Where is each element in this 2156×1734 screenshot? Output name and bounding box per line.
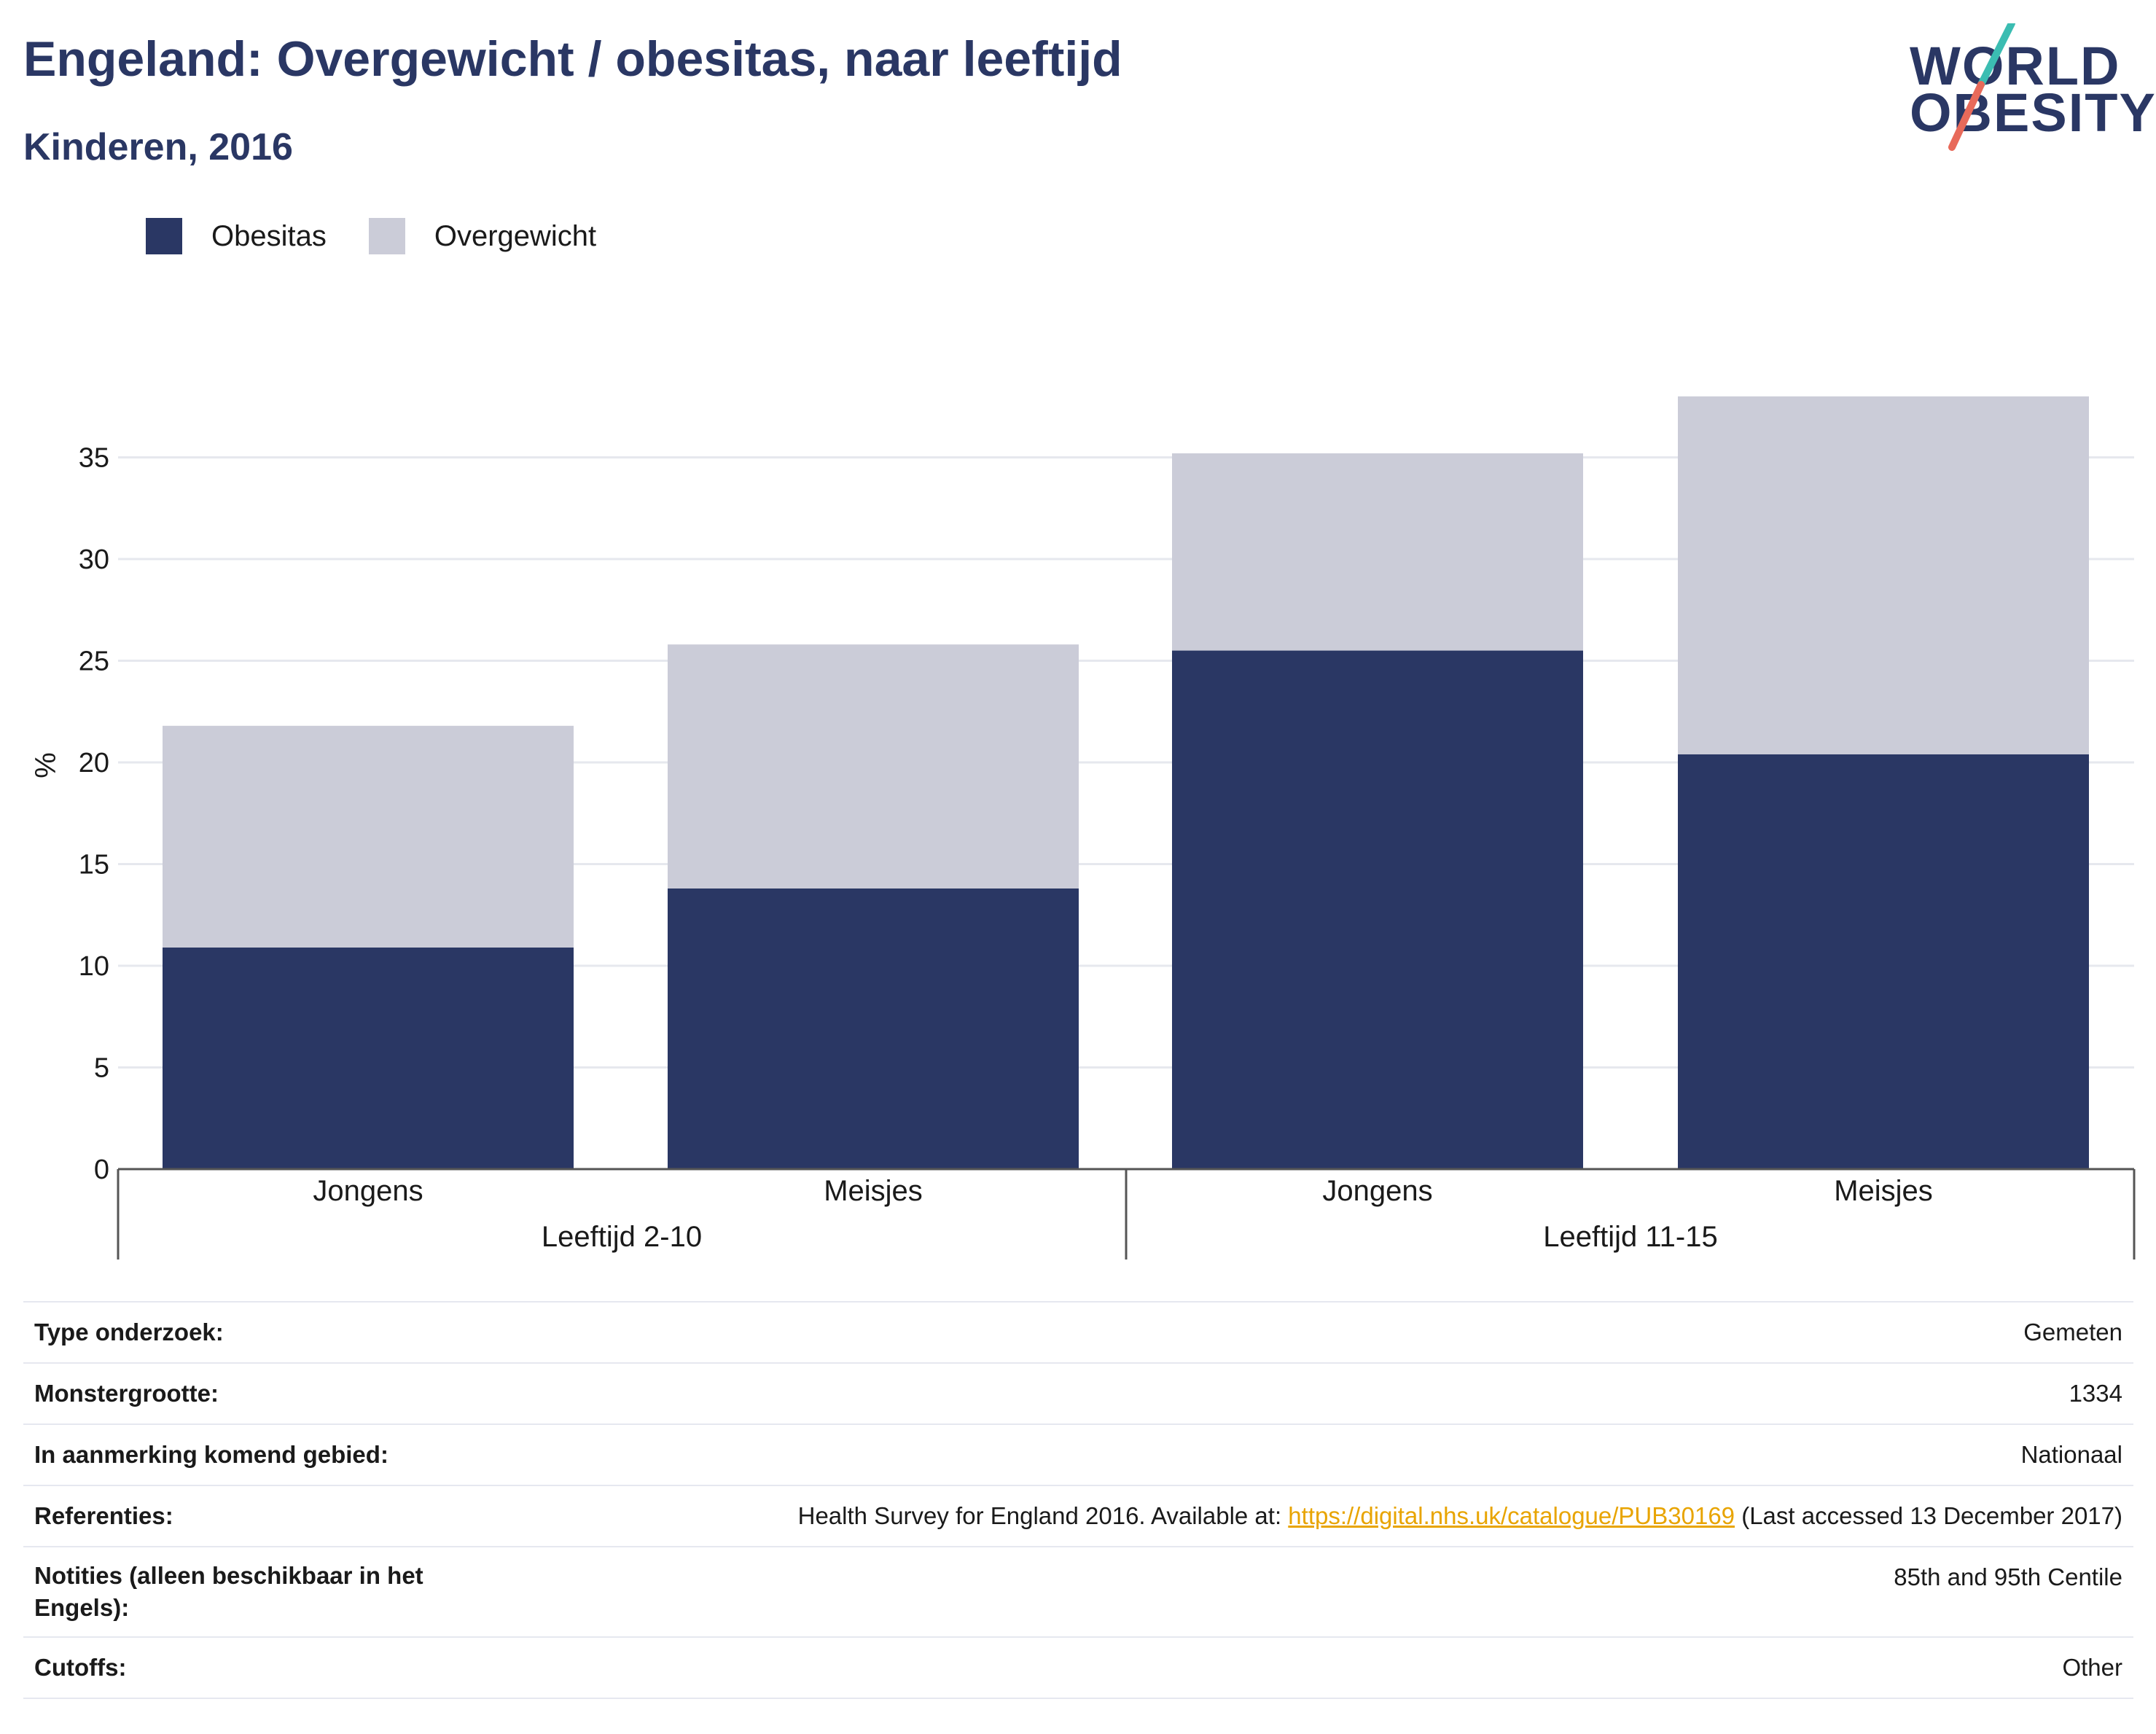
bar-overgewicht <box>668 644 1079 889</box>
x-group-label: Leeftijd 11-15 <box>1543 1221 1717 1253</box>
meta-key: Monstergrootte: <box>23 1362 512 1425</box>
x-category-label: Meisjes <box>824 1175 923 1207</box>
chart-legend: Obesitas Overgewicht <box>146 217 638 255</box>
logo-slash-icon <box>1948 23 2015 151</box>
meta-row-type: Type onderzoek: Gemeten <box>23 1301 2133 1364</box>
y-tick-label: 30 <box>79 544 109 575</box>
y-tick-label: 15 <box>79 850 109 880</box>
legend-swatch-overgewicht <box>368 218 405 254</box>
x-category-label: Jongens <box>313 1175 423 1207</box>
y-tick-label: 35 <box>79 443 109 474</box>
metadata-table: Type onderzoek: Gemeten Monstergrootte: … <box>23 1301 2133 1699</box>
legend-item-obesitas[interactable]: Obesitas <box>146 218 327 254</box>
x-category-label: Jongens <box>1322 1175 1432 1207</box>
meta-value: Health Survey for England 2016. Availabl… <box>512 1485 2133 1547</box>
bar-overgewicht <box>1172 453 1583 651</box>
meta-value: Nationaal <box>512 1423 2133 1486</box>
chart-subtitle: Kinderen, 2016 <box>23 126 293 168</box>
logo-word-bottom: OBESITY <box>1910 82 2156 143</box>
bar-obesitas <box>1172 650 1583 1169</box>
reference-link[interactable]: https://digital.nhs.uk/catalogue/PUB3016… <box>1288 1502 1735 1529</box>
meta-row-cutoffs: Cutoffs: Other <box>23 1636 2133 1699</box>
y-axis-label: % <box>30 752 62 778</box>
y-tick-label: 5 <box>94 1053 109 1084</box>
bar-obesitas <box>163 947 574 1169</box>
legend-label-overgewicht: Overgewicht <box>434 219 597 252</box>
meta-row-area: In aanmerking komend gebied: Nationaal <box>23 1423 2133 1486</box>
meta-row-notes: Notities (alleen beschikbaar in het Enge… <box>23 1546 2133 1638</box>
chart-title: Engeland: Overgewicht / obesitas, naar l… <box>23 31 1122 87</box>
meta-key: Type onderzoek: <box>23 1301 512 1364</box>
bar-obesitas <box>668 888 1079 1169</box>
legend-swatch-obesitas <box>146 218 182 254</box>
legend-label-obesitas: Obesitas <box>211 219 327 252</box>
x-category-label: Meisjes <box>1834 1175 1933 1207</box>
meta-key: Referenties: <box>23 1485 512 1547</box>
reference-text: Health Survey for England 2016. Availabl… <box>797 1502 1289 1529</box>
meta-key: Notities (alleen beschikbaar in het Enge… <box>23 1546 512 1638</box>
logo-word-top: WORLD <box>1910 36 2121 96</box>
stacked-bar-chart: 0 5 10 15 20 25 30 35% Jongens Meisjes Jongens Meis… <box>30 396 2136 1260</box>
meta-value: Gemeten <box>512 1301 2133 1364</box>
bar-obesitas <box>1678 754 2089 1169</box>
y-tick-label: 25 <box>79 647 109 677</box>
y-tick-label: 20 <box>79 748 109 778</box>
meta-row-sample-size: Monstergrootte: 1334 <box>23 1362 2133 1425</box>
meta-key: Cutoffs: <box>23 1636 512 1699</box>
bar-overgewicht <box>1678 396 2089 754</box>
meta-row-references: Referenties: Health Survey for England 2… <box>23 1485 2133 1547</box>
meta-key: In aanmerking komend gebied: <box>23 1423 512 1486</box>
bar-overgewicht <box>163 725 574 948</box>
reference-access-date: (Last accessed 13 December 2017) <box>1735 1502 2122 1529</box>
y-tick-label: 0 <box>94 1155 109 1185</box>
x-group-label: Leeftijd 2-10 <box>542 1221 702 1253</box>
meta-value: Other <box>512 1636 2133 1699</box>
world-obesity-logo[interactable]: WORLD OBESITY <box>1895 23 2155 155</box>
legend-item-overgewicht[interactable]: Overgewicht <box>368 218 597 254</box>
meta-value: 1334 <box>512 1362 2133 1425</box>
meta-value: 85th and 95th Centile <box>512 1546 2133 1638</box>
y-tick-label: 10 <box>79 951 109 982</box>
